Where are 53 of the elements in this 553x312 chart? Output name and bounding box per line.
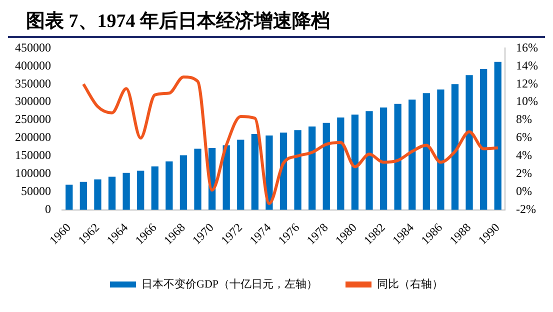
- y-tick-label: 100000: [15, 166, 51, 180]
- bar: [408, 100, 416, 210]
- y-tick-label: 250000: [15, 112, 51, 126]
- line-series: [82, 75, 500, 206]
- bar: [237, 140, 244, 210]
- bar: [322, 122, 330, 210]
- y-tick-label: 450000: [15, 40, 51, 54]
- legend-label: 同比（右轴）: [377, 277, 444, 290]
- y2-tick-label: 8%: [516, 112, 532, 126]
- bar: [222, 145, 230, 210]
- y2-tick-label: 2%: [516, 166, 532, 180]
- y-tick-label: 350000: [15, 76, 51, 90]
- bar: [294, 130, 302, 210]
- bar: [480, 69, 488, 210]
- bar: [151, 166, 158, 210]
- bar: [94, 179, 102, 210]
- y-tick-label: 300000: [15, 94, 51, 108]
- bar: [194, 148, 202, 210]
- bar: [351, 114, 359, 210]
- bar: [122, 172, 130, 210]
- y2-tick-label: -2%: [516, 202, 536, 216]
- bar: [394, 104, 402, 210]
- bar: [66, 184, 73, 210]
- y2-tick-label: 6%: [516, 130, 532, 144]
- legend-label: 日本不变价GDP（十亿日元，左轴）: [141, 277, 318, 290]
- bar: [80, 182, 88, 210]
- bar: [422, 93, 430, 210]
- bar: [366, 111, 373, 210]
- bar: [137, 170, 144, 210]
- y2-tick-label: 14%: [516, 58, 538, 72]
- bar: [437, 90, 444, 210]
- bar: [451, 84, 459, 210]
- bar: [308, 126, 316, 210]
- bar: [380, 107, 388, 210]
- y2-tick-label: 10%: [516, 94, 538, 108]
- bar: [251, 134, 258, 210]
- bar: [166, 161, 173, 210]
- y2-tick-label: 16%: [516, 40, 538, 54]
- bar: [494, 62, 502, 210]
- bar: [108, 176, 116, 210]
- y2-tick-label: 4%: [516, 148, 532, 162]
- y-tick-label: 0: [45, 202, 51, 216]
- bar: [337, 118, 344, 210]
- chart-title: 图表 7、1974 年后日本经济增速降档: [8, 8, 545, 38]
- y-tick-label: 150000: [15, 148, 51, 162]
- y-tick-label: 50000: [21, 184, 51, 198]
- bar: [466, 75, 473, 210]
- y-tick-label: 400000: [15, 58, 51, 72]
- y2-tick-label: 12%: [516, 76, 538, 90]
- bar: [180, 155, 188, 210]
- y2-tick-label: 0%: [516, 184, 532, 198]
- bar: [280, 132, 288, 210]
- y-tick-label: 200000: [15, 130, 51, 144]
